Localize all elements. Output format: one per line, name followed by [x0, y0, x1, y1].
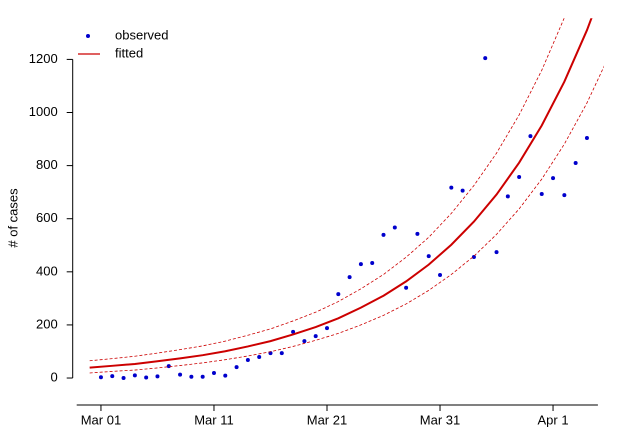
data-point — [358, 262, 363, 267]
data-point — [200, 374, 205, 379]
data-point — [381, 232, 386, 237]
data-point — [302, 339, 307, 344]
data-point — [132, 373, 137, 378]
data-point — [98, 375, 103, 380]
data-point — [110, 374, 115, 379]
data-point — [178, 372, 183, 377]
data-point — [155, 374, 160, 379]
data-point — [234, 365, 239, 370]
data-point — [539, 192, 544, 197]
data-point — [392, 225, 397, 230]
x-tick-label: Mar 31 — [420, 412, 460, 427]
confidence-band — [89, 18, 565, 362]
data-point — [505, 194, 510, 199]
x-tick-label: Mar 21 — [307, 412, 347, 427]
fitted-line — [89, 18, 593, 369]
data-point — [415, 231, 420, 236]
data-point — [144, 375, 149, 380]
y-tick-label: 600 — [36, 210, 58, 225]
data-point — [460, 188, 465, 193]
legend-label: observed — [115, 27, 168, 42]
x-tick-label: Mar 01 — [81, 412, 121, 427]
data-point — [336, 292, 341, 297]
data-point — [471, 254, 476, 259]
data-point — [189, 374, 194, 379]
y-axis-label: # of cases — [5, 188, 20, 248]
data-point — [313, 334, 318, 339]
data-point — [347, 275, 352, 280]
plot-area — [89, 18, 604, 381]
y-tick-label: 400 — [36, 263, 58, 278]
data-point — [573, 160, 578, 165]
x-tick-label: Apr 1 — [538, 412, 569, 427]
y-tick-label: 1200 — [29, 51, 58, 66]
x-tick-label: Mar 11 — [194, 412, 234, 427]
data-point — [483, 56, 488, 61]
data-point — [279, 351, 284, 356]
data-point — [324, 326, 329, 331]
data-point — [121, 376, 126, 381]
data-point — [404, 285, 409, 290]
legend-label: fitted — [115, 45, 143, 60]
data-point — [257, 355, 262, 360]
data-point — [494, 250, 499, 255]
data-point — [166, 364, 171, 369]
data-point — [245, 357, 250, 362]
data-point — [584, 135, 589, 140]
data-point — [449, 185, 454, 190]
data-point — [370, 261, 375, 266]
legend-marker — [86, 34, 90, 38]
y-tick-label: 1000 — [29, 104, 58, 119]
data-point — [291, 329, 296, 334]
data-point — [562, 193, 567, 198]
data-point — [211, 370, 216, 375]
data-point — [528, 134, 533, 139]
y-tick-label: 800 — [36, 157, 58, 172]
data-point — [551, 176, 556, 181]
y-tick-label: 200 — [36, 316, 58, 331]
data-point — [223, 373, 228, 378]
y-tick-label: 0 — [50, 369, 57, 384]
data-point — [517, 175, 522, 180]
data-point — [438, 273, 443, 278]
confidence-band — [89, 65, 604, 374]
data-point — [426, 254, 431, 259]
